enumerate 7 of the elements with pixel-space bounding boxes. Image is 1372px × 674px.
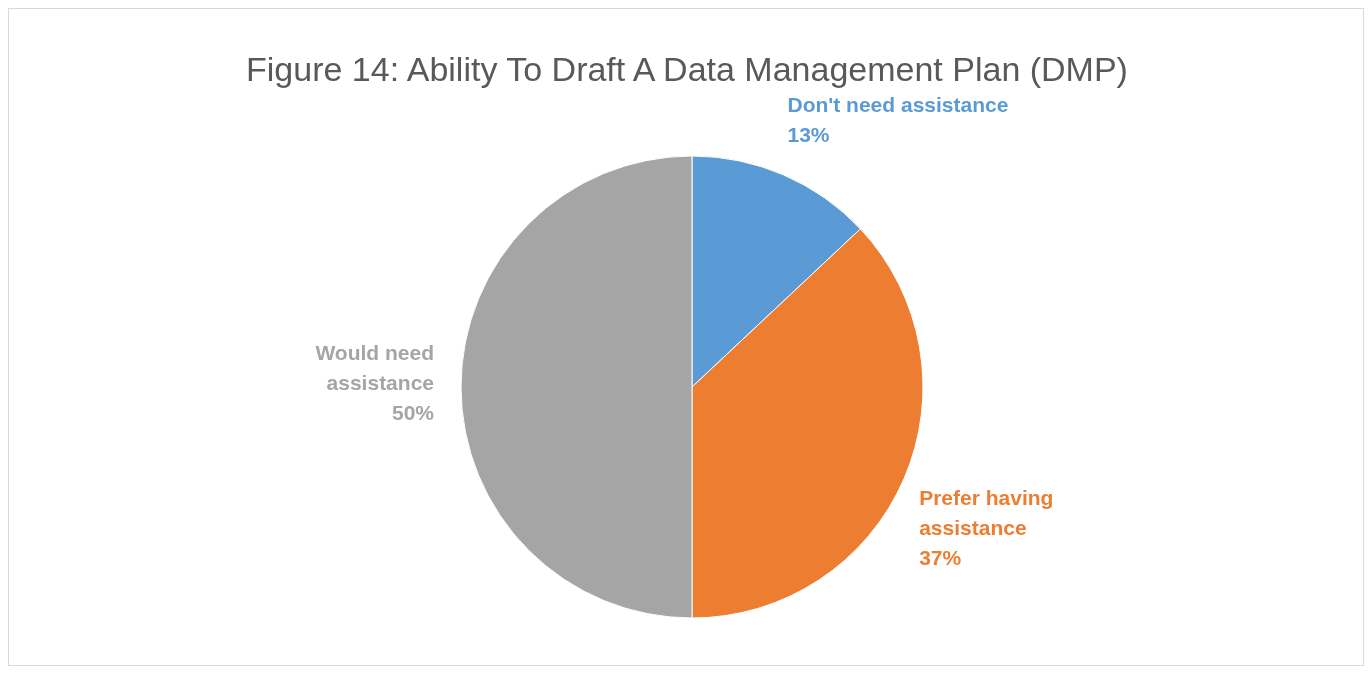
slice-label: Don't need assistance	[787, 93, 1009, 117]
data-label: 37%	[919, 545, 962, 569]
data-label: 50%	[391, 400, 435, 424]
slice-label: Would need assistance	[315, 340, 434, 394]
slice-label: Prefer having assistance	[919, 485, 1054, 539]
chart-title: Figure 14: Ability To Draft A Data Management Plan (DMP)	[246, 50, 1128, 88]
data-label: 13%	[787, 123, 830, 147]
